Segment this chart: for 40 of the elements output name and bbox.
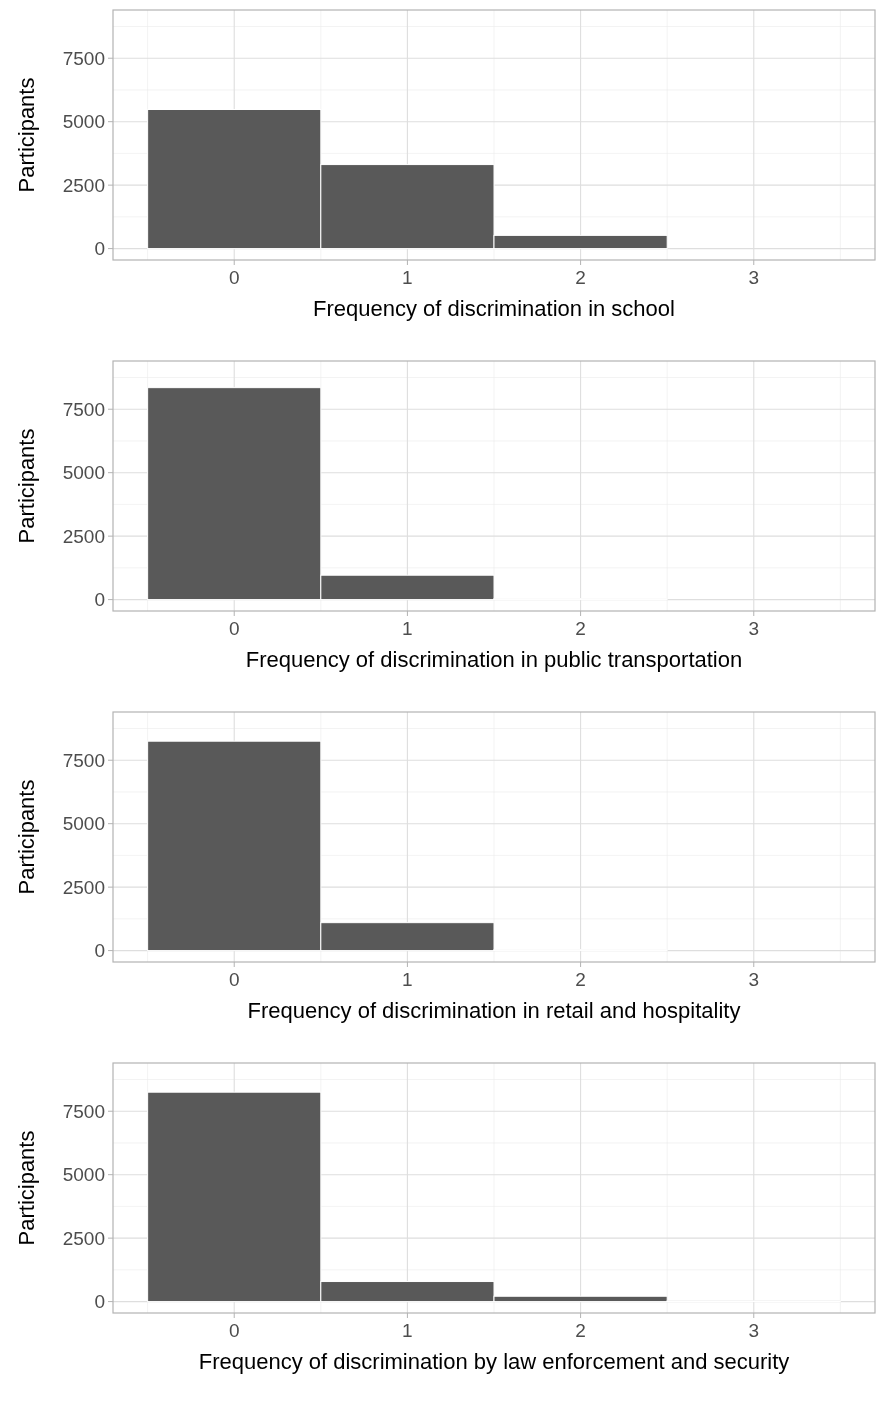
x-axis-title: Frequency of discrimination by law enforcement and security [198, 1349, 790, 1374]
x-tick-label: 0 [228, 969, 240, 990]
y-axis-title: Participants [14, 779, 39, 895]
y-tick-label: 5000 [62, 462, 105, 484]
y-tick-label: 5000 [62, 111, 105, 133]
y-axis-title: Participants [14, 428, 39, 544]
y-tick-label: 5000 [62, 813, 105, 835]
y-tick-label: 0 [94, 589, 105, 611]
x-tick-label: 2 [575, 618, 586, 639]
x-tick-label: 3 [748, 618, 760, 639]
x-tick-label: 2 [575, 267, 586, 288]
x-tick-label: 1 [402, 267, 413, 288]
x-tick-label: 0 [228, 1320, 240, 1341]
x-axis-title: Frequency of discrimination in school [313, 296, 675, 321]
y-tick-label: 0 [94, 940, 105, 962]
y-tick-label: 0 [94, 1291, 105, 1313]
x-tick-label: 0 [228, 618, 240, 639]
x-tick-label: 1 [402, 969, 413, 990]
x-tick-label: 0 [228, 267, 240, 288]
y-tick-label: 2500 [62, 876, 105, 898]
y-tick-label: 2500 [62, 1227, 105, 1249]
x-axis-title: Frequency of discrimination in public transportation [245, 647, 743, 672]
y-axis-title: Participants [14, 1130, 39, 1246]
y-tick-label: 5000 [62, 1164, 105, 1186]
y-tick-label: 7500 [62, 47, 105, 69]
x-axis-title: Frequency of discrimination in retail and hospitality [247, 998, 741, 1023]
x-tick-label: 2 [575, 969, 586, 990]
y-tick-label: 7500 [62, 1100, 105, 1122]
x-tick-label: 2 [575, 1320, 586, 1341]
y-tick-label: 2500 [62, 174, 105, 196]
y-tick-label: 7500 [62, 398, 105, 420]
x-tick-label: 1 [402, 1320, 413, 1341]
x-tick-label: 1 [402, 618, 413, 639]
y-axis-title: Participants [14, 77, 39, 193]
x-tick-label: 3 [748, 1320, 760, 1341]
y-tick-label: 2500 [62, 525, 105, 547]
x-tick-label: 3 [748, 267, 760, 288]
x-tick-label: 3 [748, 969, 760, 990]
y-tick-label: 7500 [62, 749, 105, 771]
y-tick-label: 0 [94, 238, 105, 260]
